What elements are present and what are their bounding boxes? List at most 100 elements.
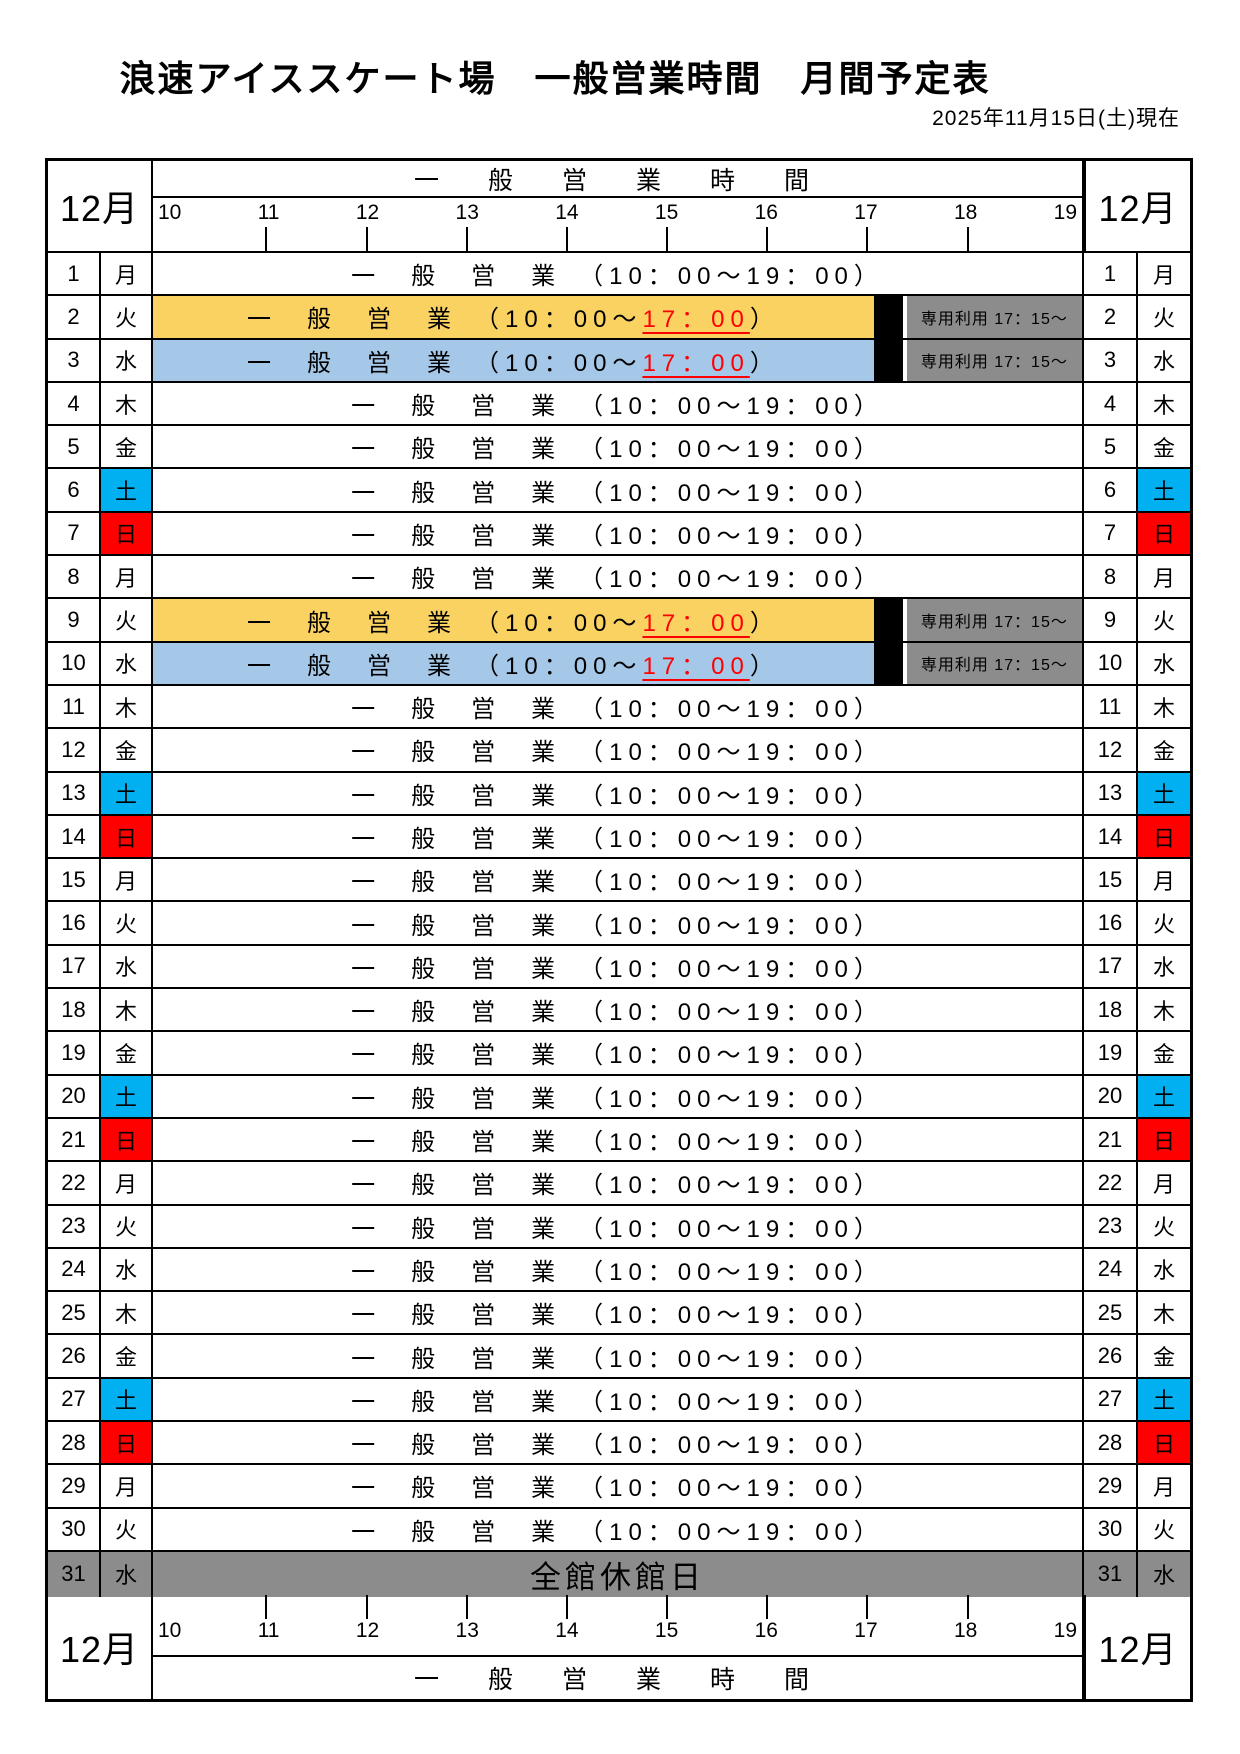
- hour-label: 15: [654, 1619, 679, 1643]
- schedule-table: 12月 一 般 営 業 時 間 10 11 12 13 14 15 16 17 …: [45, 158, 1193, 1703]
- weekday-label: 火: [101, 599, 153, 641]
- day-number: 7: [1084, 512, 1138, 555]
- table-row: 31 水 全館休館日 31 水: [48, 1551, 1190, 1597]
- early-close-time: 17：00: [642, 609, 750, 637]
- business-hours-text: 一 般 営 業 （10：00～19：00）: [351, 1475, 884, 1503]
- weekday-label: 日: [101, 1422, 153, 1464]
- day-number: 21: [1084, 1118, 1138, 1161]
- weekday-label: 月: [101, 1465, 153, 1507]
- day-number: 18: [48, 989, 101, 1031]
- table-row: 15 月 一 般 営 業 （10：00～19：00） 15 月: [48, 859, 1190, 903]
- day-number: 25: [48, 1292, 101, 1334]
- day-number: 1: [1084, 253, 1138, 295]
- short-hours-suffix: ）: [749, 306, 780, 334]
- schedule-cell: 一 般 営 業 （10：00～19：00）: [153, 1248, 1084, 1291]
- day-number: 25: [1084, 1292, 1138, 1334]
- table-row: 21 日 一 般 営 業 （10：00～19：00） 21 日: [48, 1118, 1190, 1163]
- business-hours-text: 一 般 営 業 （10：00～19：00）: [351, 999, 884, 1027]
- schedule-cell: 一 般 営 業 （10：00～19：00）: [153, 815, 1084, 858]
- rows-container: 1 月 一 般 営 業 （10：00～19：00） 1 月 2 火 一 般 営 …: [48, 253, 1190, 1597]
- hour-tick: [866, 227, 869, 251]
- day-number: 15: [48, 859, 101, 901]
- hour-label: 14: [555, 1619, 579, 1643]
- weekday-label: 火: [101, 1508, 153, 1550]
- gap-band: [873, 339, 903, 381]
- business-hours-text: 一 般 営 業 （10：00～19：00）: [351, 263, 884, 291]
- closed-day-text: 全館休館日: [530, 1559, 705, 1595]
- weekday-label: 月: [101, 253, 153, 295]
- weekday-label: 月: [1152, 262, 1175, 288]
- schedule-cell: 一 般 営 業 （10：00～19：00）: [153, 1335, 1084, 1377]
- business-hours-text: 一 般 営 業 （10：00～19：00）: [351, 566, 884, 594]
- schedule-cell: 一 般 営 業 （10：00～17：00） 専用利用 17：15～: [153, 642, 1084, 684]
- weekday-label: 木: [1152, 1301, 1175, 1327]
- business-hours-text: 一 般 営 業 （10：00～19：00）: [351, 1518, 884, 1546]
- month-label-bottom-left: 12月: [48, 1595, 153, 1700]
- day-number: 5: [48, 426, 101, 468]
- day-number: 29: [48, 1465, 101, 1507]
- reserved-use-label: 専用利用 17：15～: [902, 296, 1082, 338]
- hour-label: 10: [158, 201, 182, 224]
- day-number: 26: [48, 1335, 101, 1377]
- hour-scale-bottom: 10 11 12 13 14 15 16 17 18 19: [153, 1595, 1082, 1655]
- weekday-label: 水: [101, 1248, 153, 1291]
- day-number: 9: [48, 599, 101, 641]
- table-row: 11 木 一 般 営 業 （10：00～19：00） 11 木: [48, 685, 1190, 730]
- weekday-label: 木: [101, 685, 153, 728]
- weekday-label: 日: [101, 512, 153, 555]
- day-number: 29: [1084, 1465, 1138, 1507]
- business-hours-text: 一 般 営 業 （10：00～19：00）: [351, 739, 884, 767]
- day-number: 27: [1084, 1378, 1138, 1421]
- weekday-label: 土: [101, 469, 153, 511]
- hour-labels: 10 11 12 13 14 15 16 17 18 19: [153, 201, 1082, 225]
- day-number: 31: [1084, 1551, 1138, 1597]
- table-row: 18 木 一 般 営 業 （10：00～19：00） 18 木: [48, 989, 1190, 1033]
- weekday-label: 土: [1138, 1378, 1190, 1421]
- reserved-use-label: 専用利用 17：15～: [902, 599, 1082, 641]
- hour-label: 12: [355, 201, 380, 224]
- table-row: 22 月 一 般 営 業 （10：00～19：00） 22 月: [48, 1162, 1190, 1206]
- day-number: 19: [1084, 1032, 1138, 1074]
- table-row: 8 月 一 般 営 業 （10：00～19：00） 8 月: [48, 556, 1190, 600]
- day-number: 22: [48, 1162, 101, 1204]
- short-hours-block: 一 般 営 業 （10：00～17：00）: [153, 599, 874, 641]
- hour-tick: [466, 1595, 468, 1620]
- table-row: 5 金 一 般 営 業 （10：00～19：00） 5 金: [48, 426, 1190, 470]
- reserved-use-label: 専用利用 17：15～: [902, 642, 1082, 684]
- hour-label: 13: [455, 201, 479, 224]
- gap-band: [873, 296, 903, 338]
- table-row: 6 土 一 般 営 業 （10：00～19：00） 6 土: [48, 469, 1190, 513]
- hour-label: 18: [953, 1619, 978, 1643]
- weekday-label: 火: [101, 902, 153, 944]
- month-label-bottom-right: 12月: [1084, 1595, 1190, 1700]
- day-number: 8: [1084, 556, 1138, 598]
- schedule-cell: 一 般 営 業 （10：00～19：00）: [153, 729, 1084, 771]
- hour-label: 16: [754, 1619, 778, 1643]
- weekday-label: 水: [1152, 955, 1175, 981]
- day-number: 11: [48, 685, 101, 728]
- weekday-label: 火: [1152, 1215, 1175, 1241]
- weekday-label: 木: [101, 989, 153, 1031]
- day-number: 20: [1084, 1075, 1138, 1117]
- weekday-label: 金: [1152, 1041, 1175, 1067]
- hour-label: 11: [257, 1619, 280, 1643]
- day-number: 17: [48, 945, 101, 988]
- hour-label: 13: [455, 1619, 479, 1643]
- page-title: 浪速アイススケート場 一般営業時間 月間予定表: [119, 58, 991, 99]
- day-number: 23: [1084, 1205, 1138, 1247]
- business-hours-text: 一 般 営 業 （10：00～19：00）: [351, 393, 884, 421]
- table-row: 28 日 一 般 営 業 （10：00～19：00） 28 日: [48, 1422, 1190, 1466]
- reserved-use-label: 専用利用 17：15～: [902, 339, 1082, 381]
- day-number: 9: [1084, 599, 1138, 641]
- short-hours-text: 一 般 営 業 （10：00～17：00）: [247, 299, 780, 334]
- weekday-label: 金: [101, 1335, 153, 1377]
- short-hours-text: 一 般 営 業 （10：00～17：00）: [247, 646, 780, 681]
- hour-tick: [566, 1595, 569, 1620]
- hour-tick: [866, 1595, 869, 1620]
- day-number: 8: [48, 556, 101, 598]
- short-hours-prefix: 一 般 営 業 （10：00～: [247, 652, 643, 680]
- hour-tick: [665, 227, 668, 251]
- hour-label: 19: [1053, 201, 1077, 224]
- table-row: 23 火 一 般 営 業 （10：00～19：00） 23 火: [48, 1205, 1190, 1249]
- schedule-cell: 一 般 営 業 （10：00～19：00）: [153, 1508, 1084, 1550]
